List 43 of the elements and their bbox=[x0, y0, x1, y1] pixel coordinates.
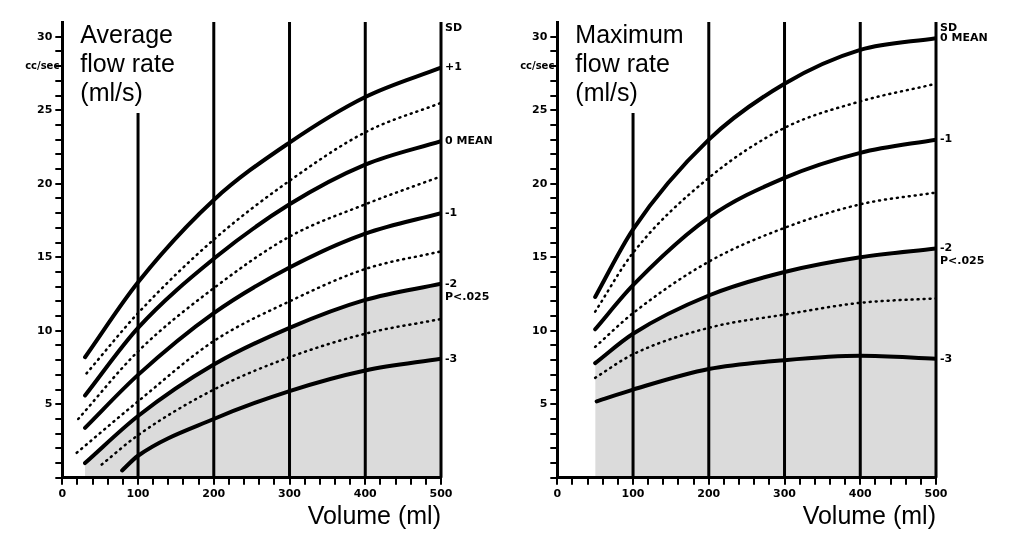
x-tick-label: 300 bbox=[773, 487, 797, 501]
y-tick-label: 10 bbox=[532, 323, 548, 337]
series-label: -1 bbox=[940, 132, 953, 146]
series-label: -3 bbox=[445, 351, 458, 365]
y-axis-title: cc/sec bbox=[25, 59, 60, 71]
y-tick-label: 20 bbox=[532, 176, 548, 190]
y-tick-label: 25 bbox=[37, 103, 53, 117]
series-label: -2 bbox=[445, 276, 458, 290]
series-label: -2 bbox=[940, 241, 953, 255]
x-tick-label: 200 bbox=[202, 487, 226, 501]
legend-title: SD bbox=[940, 20, 958, 34]
y-tick-label: 5 bbox=[539, 397, 548, 411]
y-tick-label: 25 bbox=[532, 103, 548, 117]
text: Average flow rate (ml/s) bbox=[80, 20, 175, 107]
series-label: +1 bbox=[445, 60, 462, 74]
x-axis-title: Volume (ml) bbox=[307, 501, 441, 530]
x-tick-label: 0 bbox=[553, 487, 562, 501]
series-label: 0 MEAN bbox=[940, 31, 988, 45]
x-tick-label: 300 bbox=[278, 487, 302, 501]
x-tick-label: 500 bbox=[924, 487, 948, 501]
x-tick-label: 400 bbox=[353, 487, 378, 501]
annotation: P<.025 bbox=[445, 289, 490, 303]
text: Maximum flow rate (ml/s) bbox=[575, 20, 684, 107]
series-label: -3 bbox=[940, 351, 953, 365]
y-tick-label: 10 bbox=[37, 323, 53, 337]
y-axis-title: cc/sec bbox=[520, 59, 555, 71]
x-tick-label: 0 bbox=[58, 487, 67, 501]
x-axis-title: Volume (ml) bbox=[802, 501, 936, 530]
annotation: P<.025 bbox=[940, 254, 985, 268]
legend-title: SD bbox=[445, 20, 463, 34]
x-tick-label: 200 bbox=[697, 487, 721, 501]
y-tick-label: 15 bbox=[532, 250, 548, 264]
series-label: -1 bbox=[445, 206, 458, 219]
x-tick-label: 400 bbox=[848, 487, 873, 501]
x-tick-label: 100 bbox=[621, 487, 645, 501]
series-label: 0 MEAN bbox=[445, 133, 493, 147]
x-tick-label: 500 bbox=[429, 487, 453, 501]
x-tick-label: 100 bbox=[126, 487, 150, 501]
y-tick-label: 20 bbox=[37, 176, 53, 190]
y-tick-label: 30 bbox=[37, 29, 53, 43]
y-tick-label: 30 bbox=[532, 29, 548, 43]
y-tick-label: 15 bbox=[37, 250, 53, 264]
y-tick-label: 5 bbox=[44, 397, 53, 411]
